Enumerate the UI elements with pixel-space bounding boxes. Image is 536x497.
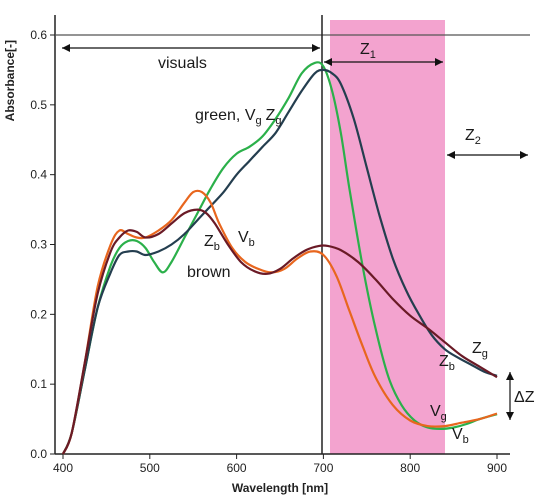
z2-label: Z2 xyxy=(465,127,481,147)
series-line-Zb xyxy=(61,208,498,455)
visuals-arrow xyxy=(62,44,320,52)
delta-z-label: ΔZ xyxy=(514,389,535,406)
y-tick-label: 0.2 xyxy=(30,307,47,321)
zb-end-label: Zb xyxy=(439,353,455,373)
x-tick-label: 600 xyxy=(227,461,247,475)
x-axis-label: Wavelength [nm] xyxy=(232,481,328,495)
series-line-Zg xyxy=(61,68,498,455)
x-tick-label: 900 xyxy=(487,461,507,475)
series-line-Vb xyxy=(61,189,498,455)
zb-label: Zb xyxy=(204,233,220,253)
z1-band xyxy=(330,20,445,454)
series-layer xyxy=(61,61,498,455)
green-curves-label: green, Vg Zg xyxy=(195,107,282,127)
y-tick-label: 0.4 xyxy=(30,168,47,182)
x-tick-label: 700 xyxy=(313,461,333,475)
visuals-label: visuals xyxy=(158,55,207,72)
vb-end-label: Vb xyxy=(452,426,469,446)
z2-arrow xyxy=(447,151,528,159)
vg-end-label: Vg xyxy=(430,403,447,423)
ticks: 400 500 600 700 800 900 0.0 0.1 0.2 0.3 0.4 0.5 0.6 xyxy=(30,28,507,475)
axes xyxy=(54,15,510,455)
y-tick-label: 0.6 xyxy=(30,28,47,42)
vb-label: Vb xyxy=(238,229,255,249)
z1-label: Z1 xyxy=(360,41,376,61)
y-tick-label: 0.5 xyxy=(30,98,47,112)
y-tick-label: 0.1 xyxy=(30,377,47,391)
z1-arrow xyxy=(324,58,443,66)
brown-label: brown xyxy=(187,264,231,281)
x-tick-label: 400 xyxy=(53,461,73,475)
y-tick-label: 0.3 xyxy=(30,238,47,252)
series-line-Vg xyxy=(61,61,498,455)
zg-end-label: Zg xyxy=(472,340,488,360)
delta-z-arrow xyxy=(506,372,514,420)
y-tick-label: 0.0 xyxy=(30,447,47,461)
y-axis-label: Absorbance[-] xyxy=(3,40,17,121)
x-tick-label: 500 xyxy=(140,461,160,475)
x-tick-label: 800 xyxy=(400,461,420,475)
